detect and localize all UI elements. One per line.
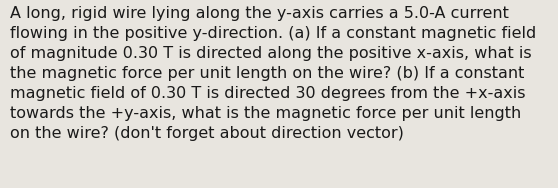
Text: A long, rigid wire lying along the y-axis carries a 5.0-A current
flowing in the: A long, rigid wire lying along the y-axi… <box>10 6 536 141</box>
